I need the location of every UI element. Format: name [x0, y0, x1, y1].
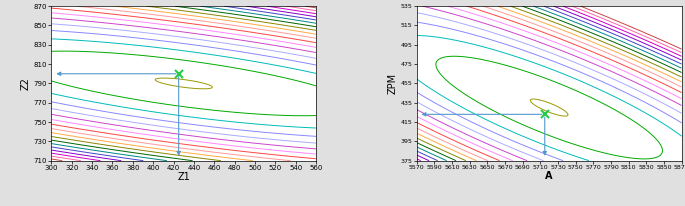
Y-axis label: ZPM: ZPM: [388, 73, 398, 94]
X-axis label: A: A: [545, 171, 553, 181]
X-axis label: Z1: Z1: [177, 172, 190, 182]
Y-axis label: Z2: Z2: [21, 77, 31, 90]
